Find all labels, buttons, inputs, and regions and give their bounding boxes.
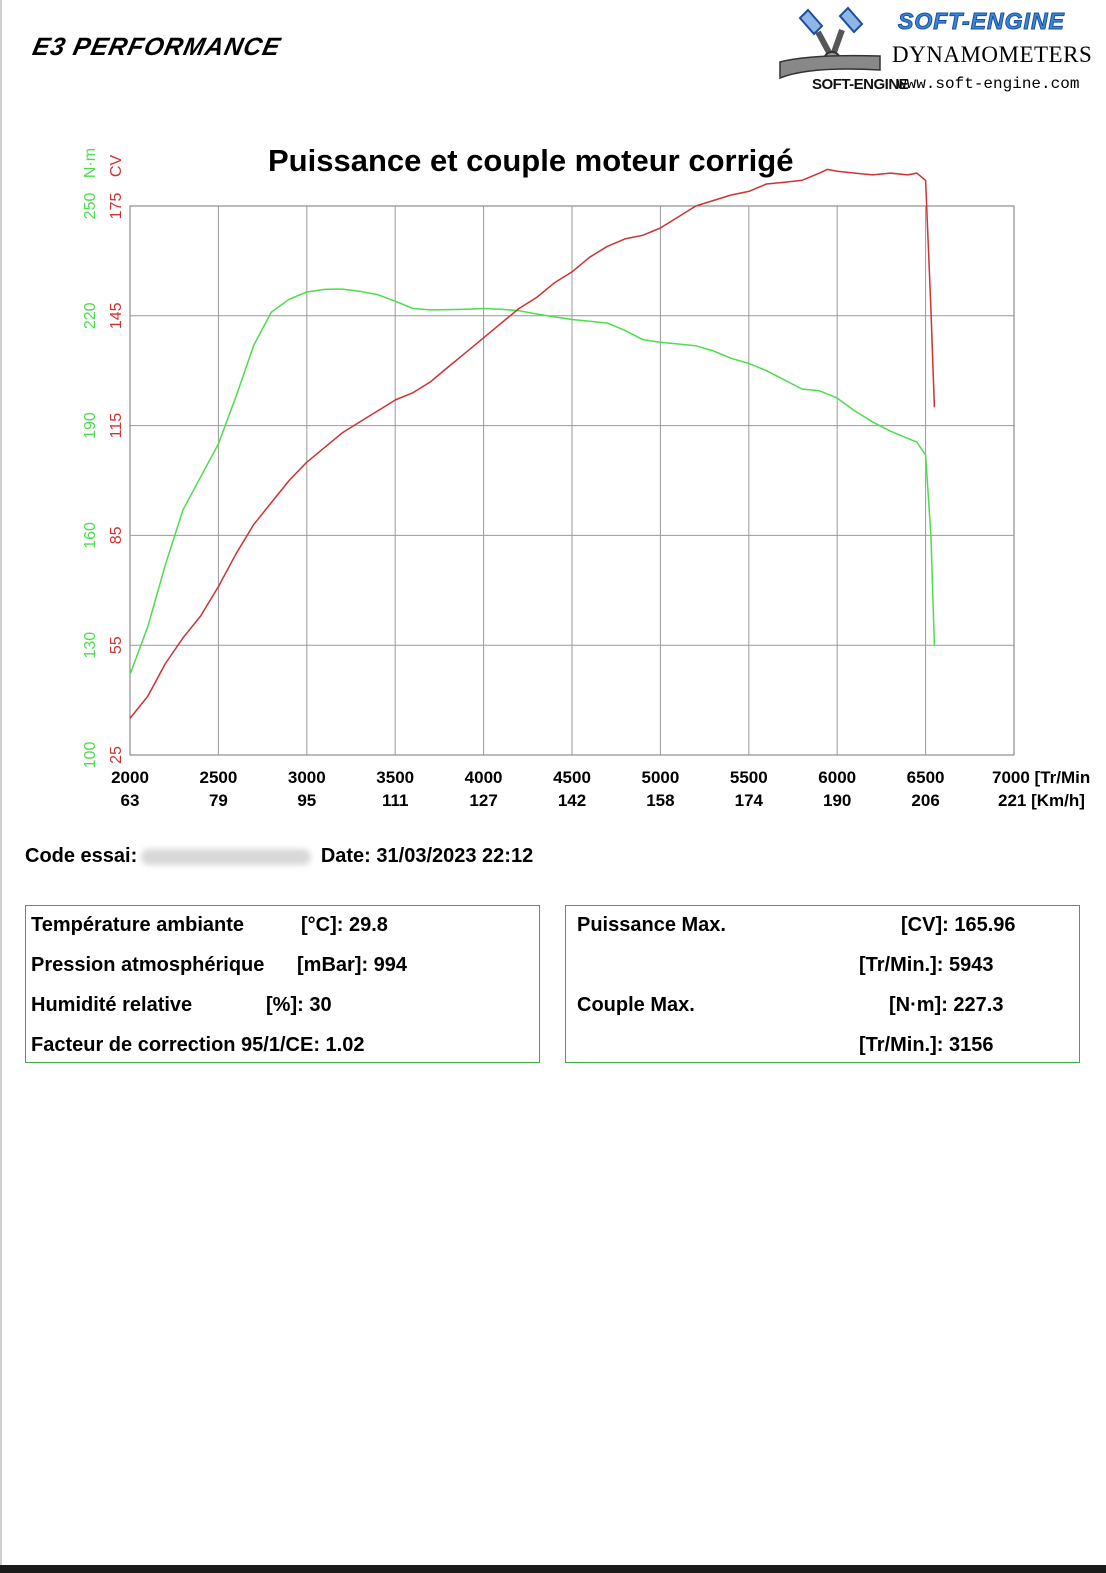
y-tick-torque: 100 xyxy=(82,742,99,769)
pressure-label: Pression atmosphérique xyxy=(31,954,265,976)
series-couple-line xyxy=(129,288,936,675)
y-tick-torque: 130 xyxy=(82,632,99,659)
bottom-bar xyxy=(0,1565,1106,1573)
power-max-rpm: [Tr/Min.]: 5943 xyxy=(859,954,994,976)
y-tick-power: 145 xyxy=(108,302,125,329)
x-tick-kmh: 79 xyxy=(209,791,228,810)
soft-engine-logo xyxy=(779,6,881,80)
logo-tagline: DYNAMOMETERS xyxy=(892,42,1093,67)
x-tick-rpm: 5000 xyxy=(641,768,679,787)
x-tick-rpm: 3500 xyxy=(376,768,414,787)
x-tick-kmh: 63 xyxy=(121,791,140,810)
y-unit-power: CV xyxy=(108,155,125,178)
date-label: Date: 31/03/2023 22:12 xyxy=(320,845,534,867)
y-unit-torque: N·m xyxy=(82,148,99,178)
logo-url: www.soft-engine.com xyxy=(897,75,1080,93)
temp-label: Température ambiante xyxy=(31,914,245,936)
results-panel xyxy=(565,905,1080,1063)
x-tick-kmh: 95 xyxy=(297,791,316,810)
series-puissance-line xyxy=(129,168,936,719)
y-tick-torque: 220 xyxy=(82,302,99,329)
x-tick-rpm: 2000 xyxy=(111,768,149,787)
x-tick-rpm: 6500 xyxy=(907,768,945,787)
humidity-value: [%]: 30 xyxy=(266,994,332,1016)
redacted-code xyxy=(141,848,312,865)
dyno-chart: 2000 63 2500 79 3000 95 3500 111 4000 127 4500 142 5… xyxy=(82,148,1090,810)
power-max-value: [CV]: 165.96 xyxy=(901,914,1016,936)
conditions-panel xyxy=(25,905,540,1063)
code-line: Code essai: Date: 31/03/2023 22:12 xyxy=(25,845,533,868)
y-tick-power: 85 xyxy=(108,526,125,544)
pressure-value: [mBar]: 994 xyxy=(297,954,408,976)
temp-value: [°C]: 29.8 xyxy=(301,914,388,936)
y-tick-torque: 250 xyxy=(82,193,99,220)
x-tick-rpm: 7000 [Tr/Min xyxy=(992,768,1090,787)
x-tick-rpm: 4000 xyxy=(465,768,503,787)
torque-max-rpm: [Tr/Min.]: 3156 xyxy=(859,1034,994,1056)
x-tick-kmh: 206 xyxy=(911,791,939,810)
x-tick-kmh: 158 xyxy=(646,791,674,810)
y-tick-power: 25 xyxy=(108,746,125,764)
y-tick-torque: 160 xyxy=(82,522,99,549)
x-tick-rpm: 2500 xyxy=(199,768,237,787)
code-label: Code essai: xyxy=(25,845,138,867)
torque-max-label: Couple Max. xyxy=(577,994,695,1016)
logo-small-text: SOFT-ENGINE xyxy=(812,76,909,93)
y-tick-power: 55 xyxy=(108,636,125,654)
x-tick-kmh: 127 xyxy=(469,791,497,810)
piston-icon xyxy=(779,6,881,80)
x-tick-kmh: 190 xyxy=(823,791,851,810)
x-tick-rpm: 3000 xyxy=(288,768,326,787)
logo-name: SOFT-ENGINE xyxy=(898,8,1065,35)
x-tick-kmh: 142 xyxy=(558,791,586,810)
x-tick-kmh: 221 [Km/h] xyxy=(998,791,1085,810)
correction-label: Facteur de correction 95/1/CE: 1.02 xyxy=(31,1034,365,1056)
y-tick-power: 175 xyxy=(108,193,125,220)
page-border xyxy=(0,0,2,1573)
x-tick-kmh: 174 xyxy=(735,791,764,810)
x-tick-rpm: 5500 xyxy=(730,768,768,787)
x-tick-rpm: 6000 xyxy=(818,768,856,787)
x-tick-kmh: 111 xyxy=(382,791,409,810)
humidity-label: Humidité relative xyxy=(31,994,193,1016)
x-tick-rpm: 4500 xyxy=(553,768,591,787)
power-max-label: Puissance Max. xyxy=(577,914,726,936)
chart-title: Puissance et couple moteur corrigé xyxy=(268,143,794,178)
y-tick-power: 115 xyxy=(108,413,125,439)
brand-logo: E3 PERFORMANCE xyxy=(30,33,284,61)
y-tick-torque: 190 xyxy=(82,412,99,439)
torque-max-value: [N·m]: 227.3 xyxy=(889,994,1004,1016)
